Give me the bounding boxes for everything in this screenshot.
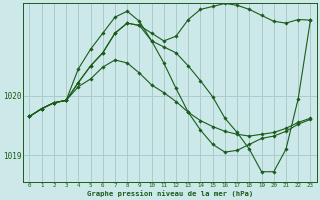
X-axis label: Graphe pression niveau de la mer (hPa): Graphe pression niveau de la mer (hPa) (87, 190, 253, 197)
